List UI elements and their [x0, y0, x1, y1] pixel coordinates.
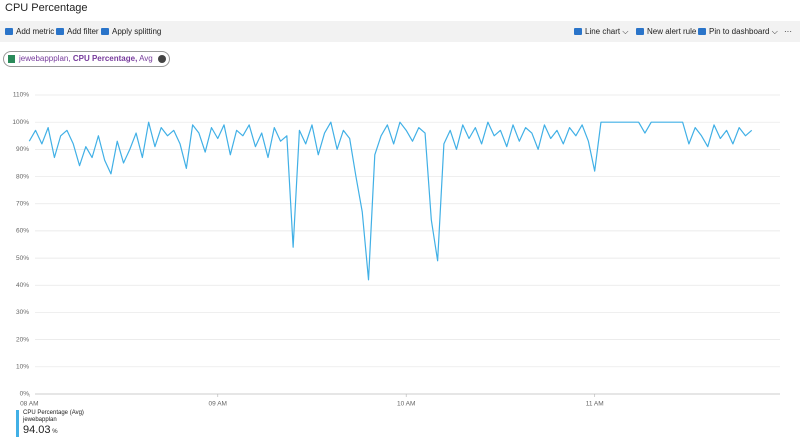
y-tick-label: 40%	[16, 282, 29, 289]
y-tick-label: 50%	[16, 255, 29, 262]
summary-unit: %	[52, 429, 58, 435]
y-tick-label: 80%	[16, 173, 29, 180]
toolbar: Add metric Add filter Apply splitting Li…	[0, 21, 800, 42]
remove-chip[interactable]	[157, 55, 166, 63]
series-line	[28, 121, 753, 281]
summary-value: 94.03	[23, 424, 51, 436]
pin-to-dashboard[interactable]: Pin to dashboard ⌵	[698, 27, 778, 37]
y-tick-label: 90%	[16, 146, 29, 153]
page-title: CPU Percentage	[5, 2, 88, 14]
legend: CPU Percentage (Avg) jewebapplan 94.03 %	[16, 410, 84, 437]
metric-chip[interactable]: jewebappplan, CPU Percentage, Avg	[3, 51, 170, 67]
apply-splitting[interactable]: Apply splitting	[101, 27, 161, 36]
y-tick-label: 110%	[13, 92, 29, 99]
y-tick-label: 20%	[16, 336, 29, 343]
new-alert-rule[interactable]: New alert rule	[636, 27, 696, 36]
chip-metric: CPU Percentage,	[72, 54, 138, 63]
y-tick-label: 30%	[16, 309, 29, 316]
y-tick-label: 0%	[20, 391, 30, 398]
label: Add metric	[16, 27, 55, 36]
y-tick-label: 100%	[12, 119, 29, 126]
chip-resource: jewebappplan,	[19, 54, 71, 63]
label: Line chart	[585, 27, 621, 36]
y-tick-label: 60%	[16, 228, 29, 235]
x-tick-label: 09 AM	[209, 401, 227, 408]
label: Pin to dashboard	[709, 27, 770, 36]
y-tick-label: 10%	[16, 364, 29, 371]
chip-aggregation: Avg	[139, 54, 153, 63]
x-tick-label: 11 AM	[586, 401, 604, 408]
legend-metric: CPU Percentage (Avg)	[23, 410, 84, 416]
more[interactable]: ···	[784, 27, 792, 36]
line-chart[interactable]: Line chart ⌵	[574, 27, 628, 37]
y-tick-label: 70%	[16, 200, 29, 207]
add-metric[interactable]: Add metric	[5, 27, 54, 36]
x-tick-label: 08 AM	[20, 401, 38, 408]
add-filter[interactable]: Add filter	[56, 27, 99, 36]
resource-icon	[8, 55, 15, 63]
label: New alert rule	[647, 27, 697, 36]
label: Apply splitting	[112, 27, 162, 36]
label: Add filter	[67, 27, 99, 36]
chart: 0% 10% 20% 30% 40% 50% 60% 70% 80% 90% 100% 110% 08 …	[12, 92, 780, 408]
legend-resource: jewebapplan	[23, 417, 57, 423]
x-tick-label: 10 AM	[397, 401, 415, 408]
